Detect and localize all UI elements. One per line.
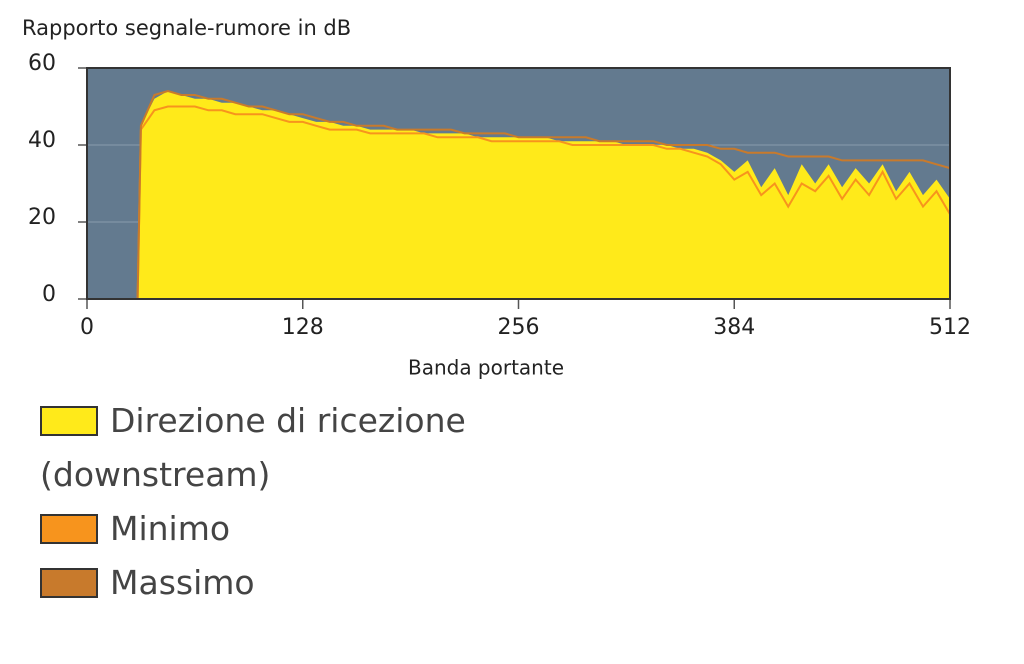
- y-tick-label: 0: [42, 282, 56, 307]
- legend-item: Massimo: [40, 556, 510, 610]
- legend-swatch: [40, 568, 98, 598]
- legend-item: Minimo: [40, 502, 510, 556]
- legend-label: Massimo: [110, 563, 255, 602]
- x-tick-label: 512: [929, 315, 971, 340]
- area: [87, 91, 950, 299]
- legend-swatch: [40, 514, 98, 544]
- x-tick-label: 256: [498, 315, 540, 340]
- plot-frame: [86, 67, 951, 300]
- y-tick-label: 40: [28, 128, 56, 153]
- x-tick-label: 128: [282, 315, 324, 340]
- chart: Rapporto segnale-rumore in dB Banda port…: [22, 16, 971, 380]
- legend-label: Minimo: [110, 509, 231, 548]
- legend: Direzione di ricezione (downstream) Minim…: [40, 394, 510, 610]
- x-axis-label: Banda portante: [408, 356, 564, 380]
- x-tick-label: 0: [80, 315, 94, 340]
- y-tick-label: 60: [28, 51, 56, 76]
- chart-title: Rapporto segnale-rumore in dB: [22, 16, 351, 40]
- legend-label: Direzione di ricezione (downstream): [40, 401, 466, 494]
- y-tick-label: 20: [28, 205, 56, 230]
- x-tick-label: 384: [713, 315, 755, 340]
- legend-item: Direzione di ricezione (downstream): [40, 394, 510, 502]
- line: [87, 105, 951, 300]
- legend-swatch: [40, 406, 98, 436]
- line: [87, 90, 951, 300]
